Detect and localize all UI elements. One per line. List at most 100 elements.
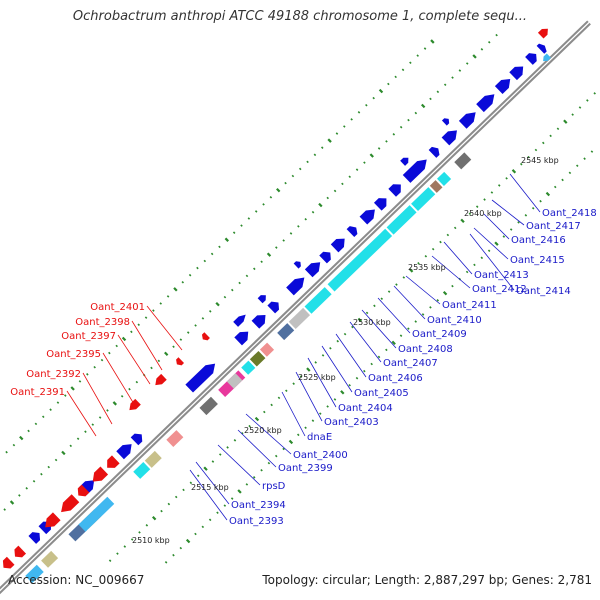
reverse-gene-arrow	[45, 512, 61, 528]
tick-mark	[152, 309, 155, 312]
tick-mark	[151, 516, 157, 521]
forward-leader-line	[281, 391, 306, 437]
tick-mark	[40, 472, 43, 476]
tick-mark	[12, 443, 16, 447]
reverse-leader-line	[117, 334, 151, 385]
tick-mark	[494, 241, 499, 246]
tick-mark	[458, 69, 462, 72]
tick-mark	[329, 347, 332, 350]
tick-mark	[240, 224, 243, 227]
tick-mark	[116, 552, 119, 555]
backbone-line	[0, 20, 589, 590]
tick-mark	[326, 196, 329, 200]
tick-mark	[173, 287, 178, 292]
tick-mark	[196, 474, 200, 478]
tick-mark	[201, 317, 205, 320]
tick-mark	[61, 450, 66, 456]
tick-mark	[108, 351, 111, 355]
tick-mark	[568, 171, 572, 175]
tick-mark	[357, 317, 362, 323]
tick-mark	[363, 161, 366, 164]
tick-mark	[3, 508, 6, 511]
tick-mark	[106, 409, 109, 412]
tick-mark	[408, 268, 414, 273]
tick-mark	[430, 39, 435, 44]
forward-leader-line	[349, 321, 382, 363]
tick-mark	[69, 444, 73, 448]
forward-leader-line	[245, 413, 292, 455]
tick-mark	[497, 184, 501, 187]
map-title: Ochrobactrum anthropi ATCC 49188 chromos…	[72, 9, 528, 24]
tick-mark	[311, 419, 315, 422]
tick-mark	[487, 40, 491, 44]
tick-mark	[32, 479, 36, 483]
tick-mark	[266, 252, 272, 257]
forward-gene-arrow	[441, 130, 457, 146]
tick-mark	[534, 148, 538, 152]
tick-mark	[42, 415, 45, 419]
backbone-line	[0, 22, 591, 595]
ruler-label: 2525 kbp	[298, 373, 336, 382]
tick-mark	[289, 232, 293, 235]
tick-mark	[319, 412, 322, 415]
cds-pink-block	[166, 430, 184, 447]
forward-gene-arrow	[330, 238, 345, 253]
forward-leader-line	[195, 461, 230, 505]
cds-light-blue-block	[543, 53, 551, 62]
tick-mark	[520, 162, 523, 166]
tick-mark	[350, 118, 353, 121]
cds-cyan-block	[133, 462, 151, 479]
tick-mark	[341, 182, 344, 186]
tick-mark	[150, 366, 153, 370]
tick-mark	[380, 297, 384, 300]
tick-mark	[333, 189, 337, 193]
tick-mark	[420, 103, 426, 109]
forward-gene-arrow	[388, 184, 401, 197]
forward-gene-arrow	[116, 444, 132, 460]
reverse-leader-line	[131, 320, 163, 371]
tick-mark	[340, 390, 345, 395]
tick-mark	[9, 500, 15, 505]
tick-mark	[54, 458, 58, 462]
tick-mark	[203, 259, 207, 263]
forward-leader-line	[473, 227, 509, 260]
tick-mark	[269, 195, 273, 199]
tick-mark	[586, 99, 589, 102]
tick-mark	[401, 68, 405, 72]
cds-cyan-block	[327, 228, 393, 292]
tick-mark	[164, 561, 168, 564]
tick-mark	[284, 181, 287, 185]
tick-mark	[399, 334, 403, 337]
tick-mark	[407, 118, 410, 122]
forward-gene-label: Oant_2417	[526, 221, 581, 232]
reverse-leader-line	[82, 372, 113, 425]
tick-mark	[311, 210, 315, 214]
tick-mark	[201, 525, 205, 529]
tick-mark	[84, 430, 87, 433]
tick-mark	[355, 168, 359, 171]
tick-mark	[247, 217, 251, 220]
tick-mark	[128, 387, 131, 391]
forward-gene-arrow	[257, 295, 266, 304]
tick-mark	[578, 106, 582, 109]
cds-khaki-block	[144, 450, 162, 468]
forward-gene-label: Oant_2413	[474, 270, 529, 281]
tick-mark	[387, 290, 391, 293]
tick-mark	[473, 263, 476, 267]
cds-khaki-block	[41, 550, 59, 568]
tick-mark	[145, 524, 149, 527]
tick-mark	[282, 447, 285, 451]
tick-mark	[480, 256, 484, 260]
tick-mark	[357, 111, 361, 114]
cds-brown-block	[429, 180, 443, 193]
tick-mark	[123, 545, 127, 548]
reverse-gene-arrow	[129, 398, 141, 411]
forward-gene-label: Oant_2404	[338, 403, 393, 414]
tick-mark	[138, 531, 141, 534]
forward-gene-arrow	[509, 66, 524, 81]
tick-mark	[472, 54, 477, 59]
tick-mark	[451, 76, 454, 79]
tick-mark	[369, 153, 374, 158]
tick-mark	[231, 288, 234, 292]
